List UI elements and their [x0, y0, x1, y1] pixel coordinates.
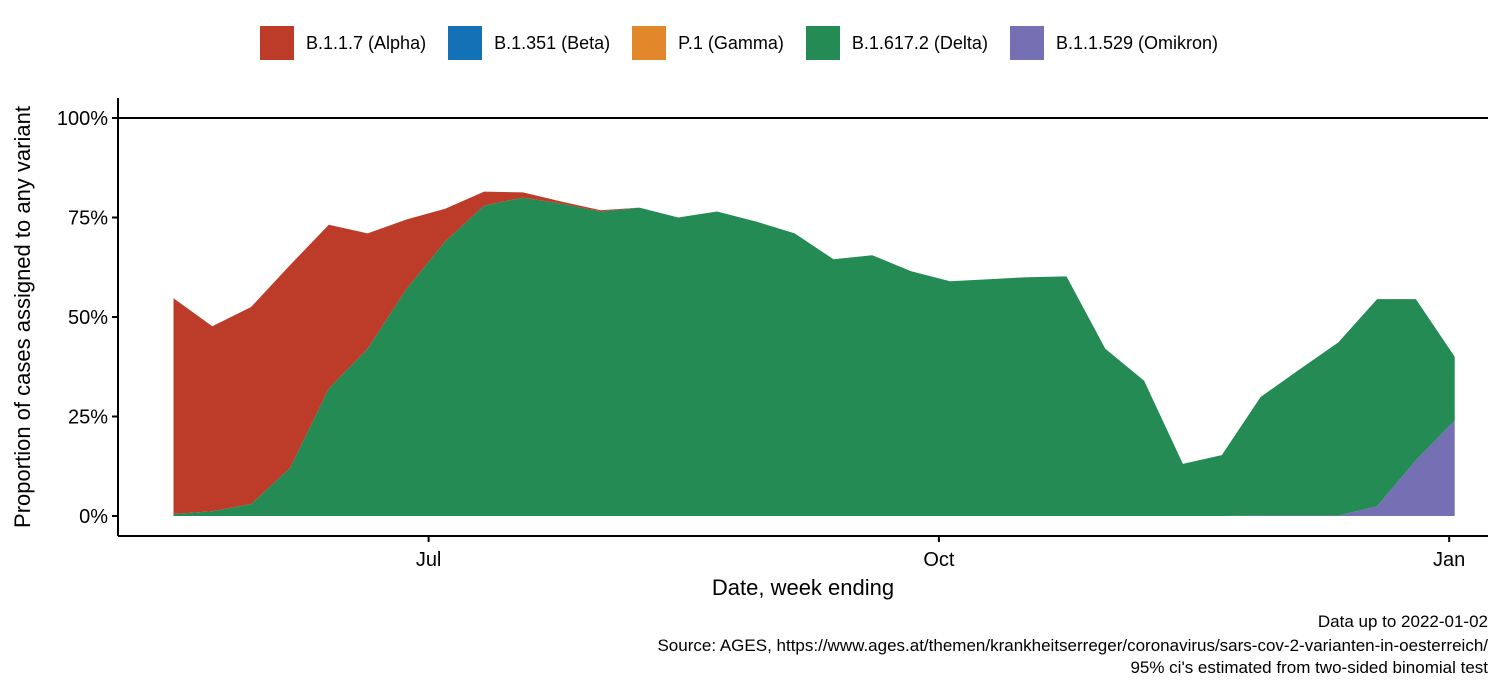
x-tick-label: Oct [923, 549, 955, 571]
x-tick-label: Jan [1433, 549, 1465, 571]
legend-label-delta: B.1.617.2 (Delta) [851, 32, 988, 53]
legend-item-delta: B.1.617.2 (Delta) [805, 26, 988, 60]
legend-item-beta: B.1.351 (Beta) [448, 26, 610, 60]
y-tick-label: 25% [68, 407, 108, 429]
legend-swatch-beta [448, 26, 483, 60]
stacked-area-chart: 0% 25% 50% 75% 100% Jul Oct Jan Date, week end… [10, 98, 1488, 600]
legend-label-omikron: B.1.1.529 (Omikron) [1055, 32, 1218, 53]
legend-swatch-omikron [1009, 26, 1044, 60]
legend-label-beta: B.1.351 (Beta) [494, 32, 611, 53]
caption-data-date: Data up to 2022-01-02 [1317, 612, 1488, 631]
legend-item-gamma: P.1 (Gamma) [632, 26, 784, 60]
caption-ci-note: 95% ci's estimated from two-sided binomi… [1130, 658, 1488, 677]
y-tick-label: 0% [79, 506, 108, 528]
chart-legend: B.1.1.7 (Alpha) B.1.351 (Beta) P.1 (Gamm… [0, 24, 1500, 62]
y-axis-label: Proportion of cases assigned to any vari… [10, 106, 35, 528]
legend-item-alpha: B.1.1.7 (Alpha) [260, 26, 426, 60]
legend-label-alpha: B.1.1.7 (Alpha) [306, 32, 427, 53]
legend-swatch-gamma [632, 26, 667, 60]
area-b-1-617-2-delta [173, 197, 1455, 516]
x-axis-ticks: Jul Oct Jan [416, 536, 1465, 571]
legend-label-gamma: P.1 (Gamma) [678, 32, 784, 53]
y-tick-label: 75% [68, 208, 108, 230]
legend-swatch-delta [805, 26, 840, 60]
y-tick-label: 100% [57, 108, 108, 130]
legend-item-omikron: B.1.1.529 (Omikron) [1009, 26, 1218, 60]
legend-swatch-alpha [260, 26, 294, 60]
area-series-group [173, 191, 1455, 516]
x-axis-label: Date, week ending [712, 575, 894, 600]
y-tick-label: 50% [68, 307, 108, 329]
x-tick-label: Jul [416, 549, 442, 571]
y-axis-ticks: 0% 25% 50% 75% 100% [57, 108, 118, 528]
caption-source: Source: AGES, https://www.ages.at/themen… [657, 636, 1488, 655]
